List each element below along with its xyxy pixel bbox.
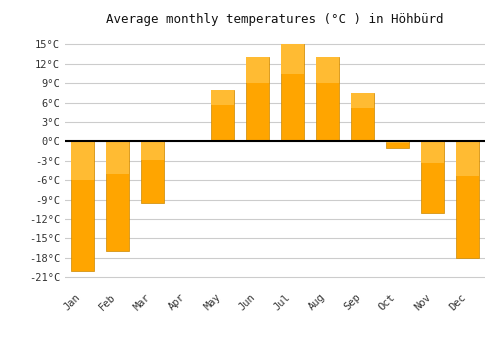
Bar <box>316 57 339 141</box>
Bar <box>456 141 479 176</box>
Bar <box>246 57 269 83</box>
Bar <box>421 141 444 212</box>
Bar <box>141 141 164 203</box>
Bar <box>246 57 269 141</box>
Title: Average monthly temperatures (°C ) in Höhbürd: Average monthly temperatures (°C ) in Hö… <box>106 13 444 26</box>
Bar <box>211 90 234 105</box>
Bar <box>71 141 94 180</box>
Bar <box>386 141 409 144</box>
Bar <box>421 141 444 163</box>
Bar <box>351 93 374 107</box>
Bar <box>281 44 304 141</box>
Bar <box>456 141 479 258</box>
Bar <box>106 141 129 251</box>
Bar <box>281 44 304 74</box>
Bar <box>141 141 164 160</box>
Bar <box>386 141 409 148</box>
Bar <box>351 93 374 141</box>
Bar <box>211 90 234 141</box>
Bar <box>106 141 129 174</box>
Bar <box>316 57 339 83</box>
Bar <box>71 141 94 271</box>
